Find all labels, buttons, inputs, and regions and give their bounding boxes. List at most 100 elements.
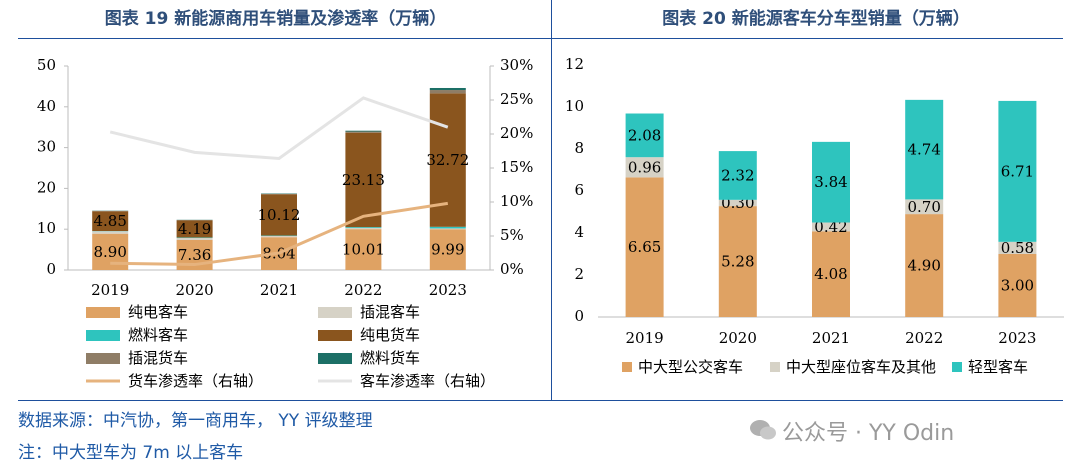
chart19-data-label: 10.12 bbox=[258, 206, 301, 224]
chart20-y-tick-label: 0 bbox=[574, 307, 584, 325]
chart19-right-tick-label: 20% bbox=[500, 124, 533, 142]
chart19-data-label: 4.85 bbox=[93, 212, 126, 230]
chart20-bar-1 bbox=[905, 214, 944, 317]
chart20-bar-2 bbox=[998, 241, 1037, 254]
bottom-rule bbox=[18, 400, 1063, 401]
chart19-right-tick-label: 15% bbox=[500, 158, 533, 176]
chart19-bar-3 bbox=[429, 226, 466, 229]
chart20-y-tick-label: 4 bbox=[574, 223, 584, 241]
chart19-left-tick-label: 10 bbox=[37, 219, 56, 237]
chart19-bar-1 bbox=[429, 229, 466, 270]
chart19-bar-6 bbox=[429, 87, 466, 91]
top-rule bbox=[18, 38, 1063, 39]
chart19-legend-label: 燃料货车 bbox=[360, 349, 420, 367]
chart20-legend-swatch bbox=[622, 362, 632, 372]
chart19-data-label: 9.99 bbox=[431, 241, 464, 259]
chart19-bar-4 bbox=[176, 220, 213, 238]
chart20-data-label: 2.32 bbox=[721, 166, 754, 184]
chart20-bar-2 bbox=[718, 199, 757, 207]
chart19-line-8 bbox=[109, 96, 449, 161]
chart19-left-tick-label: 40 bbox=[37, 97, 56, 115]
chart20-data-label: 2.08 bbox=[628, 126, 661, 144]
chart20-x-tick-label: 2019 bbox=[626, 329, 664, 347]
chart20-data-label: 4.74 bbox=[907, 141, 940, 159]
chart20-data-label: 3.00 bbox=[1001, 277, 1034, 295]
chart19-legend-swatch bbox=[86, 330, 120, 341]
chart19-bar-5 bbox=[345, 131, 382, 133]
chart20-data-label: 3.84 bbox=[814, 173, 847, 191]
chart19-bar-2 bbox=[261, 235, 297, 238]
chart19-line-7 bbox=[110, 201, 449, 267]
chart20-legend-label: 中大型座位客车及其他 bbox=[786, 358, 936, 376]
chart20-legend-label: 中大型公交客车 bbox=[638, 358, 743, 376]
chart19-data-label: 10.01 bbox=[342, 241, 385, 259]
chart19-x-tick-label: 2020 bbox=[176, 281, 214, 299]
chart19-bar-4 bbox=[92, 211, 129, 232]
chart19-legend-swatch bbox=[318, 330, 352, 341]
chart20-bar-1 bbox=[625, 177, 664, 317]
chart20-y-tick-label: 8 bbox=[574, 139, 584, 157]
chart19-left-tick-label: 0 bbox=[46, 260, 56, 278]
chart19-bar-4 bbox=[345, 132, 382, 228]
chart20-bar-1 bbox=[812, 231, 850, 317]
center-divider bbox=[551, 0, 552, 400]
chart19-bar-3 bbox=[345, 227, 382, 228]
chart20-data-label: 0.70 bbox=[907, 198, 940, 216]
chart20-data-label: 6.71 bbox=[1001, 162, 1034, 180]
chart20-x-tick-label: 2022 bbox=[905, 329, 943, 347]
chart19-bar-5 bbox=[429, 90, 466, 94]
chart20-bar-3 bbox=[625, 113, 664, 158]
chart19-legend-label: 燃料客车 bbox=[128, 326, 188, 344]
chart19-data-label: 4.19 bbox=[178, 220, 211, 238]
chart19-data-label: 7.36 bbox=[178, 246, 211, 264]
source-note: 数据来源：中汽协，第一商用车， YY 评级整理 bbox=[18, 411, 373, 431]
chart20-bar-3 bbox=[905, 99, 944, 200]
chart20-bar-3 bbox=[812, 141, 850, 223]
chart19-legend-label: 插混客车 bbox=[360, 303, 420, 321]
chart19-legend-label: 纯电客车 bbox=[128, 303, 188, 321]
chart20-bar-2 bbox=[812, 222, 850, 232]
chart20-x-tick-label: 2020 bbox=[719, 329, 757, 347]
chart19-bar-1 bbox=[345, 229, 382, 270]
chart19-legend-label: 纯电货车 bbox=[360, 326, 420, 344]
chart20-data-label: 6.65 bbox=[628, 238, 661, 256]
wechat-icon bbox=[750, 420, 776, 440]
chart19-data-label: 32.72 bbox=[426, 151, 469, 169]
chart19-legend-swatch bbox=[318, 353, 352, 364]
chart20-x-tick-label: 2023 bbox=[998, 329, 1036, 347]
chart19-legend-label: 货车渗透率（右轴） bbox=[128, 372, 263, 390]
chart19-bar-2 bbox=[429, 228, 466, 230]
chart19-right-tick-label: 25% bbox=[500, 90, 533, 108]
chart19-right-tick-label: 10% bbox=[500, 192, 533, 210]
chart20-y-tick-label: 10 bbox=[565, 97, 584, 115]
chart20-data-label: 0.96 bbox=[628, 158, 661, 176]
chart20-data-label: 4.08 bbox=[814, 265, 847, 283]
chart20-data-label: 0.58 bbox=[1001, 239, 1034, 257]
chart19-bar-2 bbox=[176, 237, 213, 240]
chart19-bar-2 bbox=[345, 227, 382, 230]
chart19-bar-6 bbox=[345, 130, 382, 132]
chart19-right-tick-label: 30% bbox=[500, 56, 533, 74]
watermark: 公众号 · YY Odin bbox=[782, 421, 955, 446]
chart19-data-label: 8.90 bbox=[93, 243, 126, 261]
chart19-legend-swatch bbox=[318, 307, 352, 318]
chart20-y-tick-label: 6 bbox=[574, 181, 584, 199]
chart19-x-tick-label: 2023 bbox=[429, 281, 467, 299]
chart20-bar-3 bbox=[998, 100, 1037, 242]
chart19-left-tick-label: 30 bbox=[37, 138, 56, 156]
chart19-legend-swatch bbox=[86, 307, 120, 318]
chart20-y-tick-label: 12 bbox=[565, 55, 584, 73]
chart-20-title: 图表 20 新能源客车分车型销量（万辆） bbox=[662, 9, 970, 29]
chart20-bar-2 bbox=[625, 157, 664, 178]
chart19-bar-4 bbox=[261, 194, 297, 236]
chart19-left-tick-label: 50 bbox=[37, 56, 56, 74]
chart19-legend-label: 插混货车 bbox=[128, 349, 188, 367]
chart19-bar-2 bbox=[92, 231, 129, 234]
chart19-x-tick-label: 2019 bbox=[91, 281, 129, 299]
chart19-x-tick-label: 2021 bbox=[260, 281, 298, 299]
chart20-bar-3 bbox=[718, 151, 757, 200]
chart20-data-label: 5.28 bbox=[721, 253, 754, 271]
chart19-legend-label: 客车渗透率（右轴） bbox=[360, 372, 495, 390]
chart20-x-tick-label: 2021 bbox=[812, 329, 850, 347]
